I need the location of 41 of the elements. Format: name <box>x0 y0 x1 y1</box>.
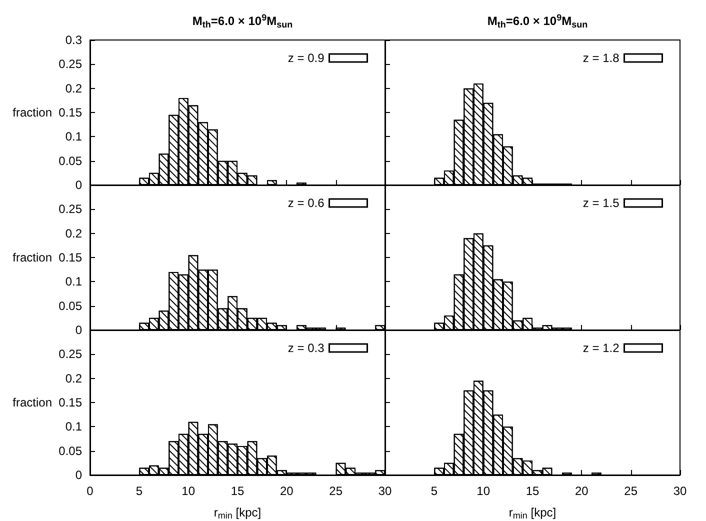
y-tick-label: 0.05 <box>58 154 82 168</box>
y-tick-label: 0 <box>75 468 82 482</box>
y-tick-label: 0.05 <box>58 298 82 313</box>
y-tick-label: 0.2 <box>65 371 82 386</box>
y-tick-label: 0.2 <box>65 226 82 240</box>
y-tick-label: 0.1 <box>65 274 82 289</box>
y-axis-title: fraction <box>12 396 52 410</box>
legend-label: z = 1.2 <box>582 341 620 355</box>
x-tick-label: 25 <box>624 484 638 498</box>
y-axis-title: fraction <box>12 250 52 264</box>
y-tick-label: 0 <box>75 178 82 192</box>
legend-label: z = 1.5 <box>582 196 620 210</box>
x-tick-label: 15 <box>230 484 244 498</box>
legend-label: z = 0.6 <box>288 196 325 210</box>
x-tick-label: 10 <box>182 484 196 498</box>
x-tick-label: 5 <box>430 484 438 498</box>
y-tick-label: 0.25 <box>58 202 82 216</box>
y-tick-label: 0.25 <box>58 57 82 72</box>
legend-label: z = 0.3 <box>288 341 325 355</box>
x-tick-label: 0 <box>86 484 94 498</box>
y-tick-label: 0.15 <box>58 106 82 120</box>
x-tick-label: 20 <box>280 484 294 498</box>
y-tick-label: 0.25 <box>58 347 82 362</box>
x-tick-label: 15 <box>526 484 540 498</box>
y-tick-label: 0.15 <box>58 396 82 410</box>
y-tick-label: 0.05 <box>58 444 82 458</box>
legend-label: z = 1.8 <box>582 51 620 65</box>
x-tick-label: 25 <box>329 484 343 498</box>
x-tick-label: 30 <box>673 484 687 498</box>
x-tick-label: 5 <box>136 484 143 498</box>
x-tick-label: 20 <box>574 484 589 498</box>
y-axis-title: fraction <box>12 106 52 120</box>
y-tick-label: 0.1 <box>65 130 82 144</box>
legend-label: z = 0.9 <box>288 51 325 65</box>
y-tick-label: 0.15 <box>58 250 82 264</box>
y-tick-label: 0.2 <box>65 81 82 96</box>
y-tick-label: 0 <box>75 323 82 337</box>
y-tick-label: 0.3 <box>65 33 82 47</box>
y-tick-label: 0.1 <box>65 420 82 434</box>
x-tick-label: 10 <box>476 484 490 498</box>
x-tick-label: 30 <box>378 484 392 498</box>
